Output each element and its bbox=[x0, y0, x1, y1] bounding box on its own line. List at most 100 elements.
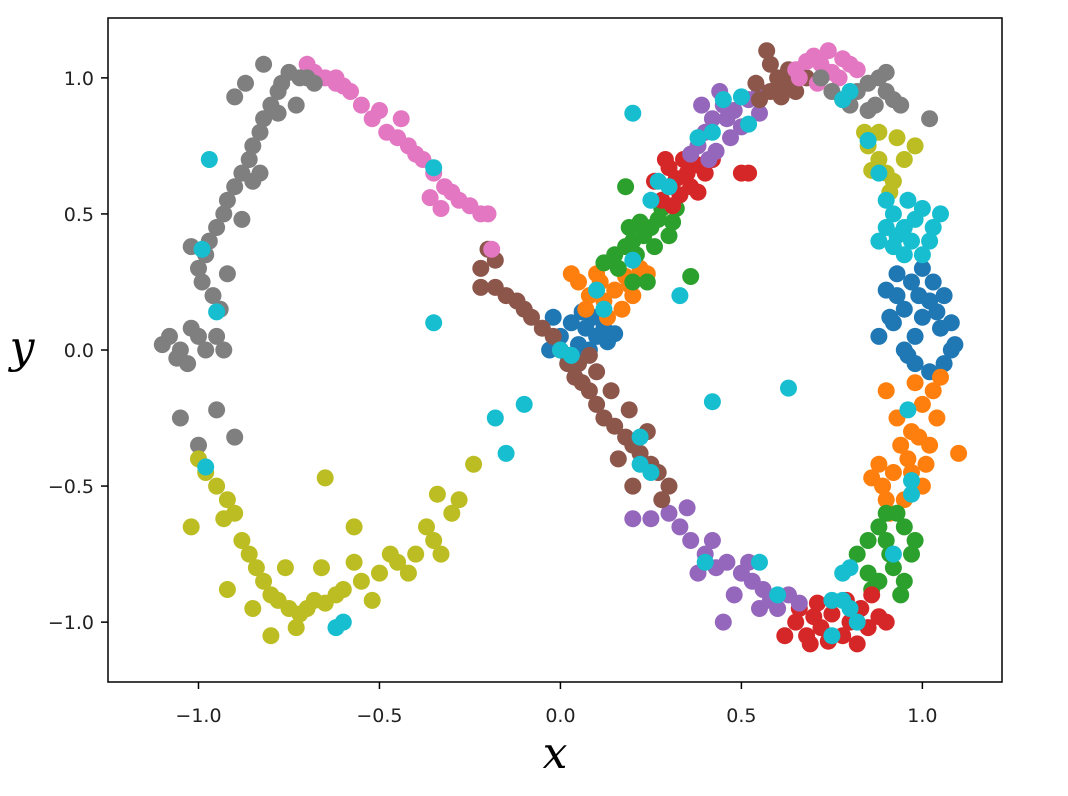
data-point bbox=[903, 273, 920, 291]
x-tick-label: 0.5 bbox=[726, 705, 756, 727]
data-point bbox=[946, 336, 964, 354]
data-point bbox=[921, 232, 939, 250]
data-point bbox=[425, 532, 443, 549]
data-point bbox=[718, 110, 736, 128]
data-point bbox=[812, 69, 830, 87]
y-tick-label: −0.5 bbox=[48, 476, 94, 498]
data-point bbox=[577, 319, 595, 337]
data-point bbox=[371, 102, 388, 119]
y-axis-ticks: −1.0 −0.5 0.0 0.5 1.0 bbox=[48, 68, 108, 634]
data-point bbox=[772, 88, 790, 106]
data-point bbox=[244, 600, 262, 617]
data-point bbox=[693, 96, 711, 114]
data-point bbox=[197, 341, 215, 359]
data-point bbox=[588, 395, 606, 413]
data-point bbox=[859, 132, 877, 149]
data-point bbox=[345, 518, 363, 536]
data-point bbox=[233, 532, 251, 549]
data-point bbox=[906, 137, 924, 155]
y-tick-label: 0.5 bbox=[64, 204, 94, 226]
data-point bbox=[200, 151, 218, 168]
data-point bbox=[830, 69, 848, 87]
x-axis-ticks: −1.0 −0.5 0.0 0.5 1.0 bbox=[175, 682, 937, 727]
x-tick-label: −1.0 bbox=[175, 705, 221, 727]
data-point bbox=[703, 532, 721, 549]
data-point bbox=[888, 265, 906, 283]
data-point bbox=[761, 55, 779, 73]
data-point bbox=[689, 129, 707, 147]
data-point bbox=[631, 455, 649, 473]
data-point bbox=[432, 200, 450, 217]
data-point bbox=[866, 96, 884, 114]
data-point bbox=[884, 238, 902, 256]
data-point bbox=[287, 619, 305, 637]
data-point bbox=[624, 477, 642, 495]
data-point bbox=[523, 308, 540, 326]
data-point bbox=[740, 115, 758, 133]
data-point bbox=[823, 627, 841, 645]
data-point bbox=[932, 368, 949, 386]
data-point bbox=[624, 251, 642, 269]
data-point bbox=[208, 327, 226, 345]
data-point bbox=[276, 559, 294, 577]
data-point bbox=[562, 314, 580, 332]
data-point bbox=[580, 382, 598, 400]
data-point bbox=[819, 42, 837, 60]
data-point bbox=[544, 308, 562, 326]
data-point bbox=[877, 532, 895, 549]
data-point bbox=[656, 151, 674, 168]
data-point bbox=[595, 300, 613, 318]
data-point bbox=[714, 613, 732, 631]
data-point bbox=[269, 104, 287, 122]
data-point bbox=[758, 42, 776, 60]
data-point bbox=[588, 281, 606, 299]
data-point bbox=[562, 346, 580, 364]
data-point bbox=[906, 532, 924, 549]
data-point bbox=[226, 178, 244, 196]
data-point bbox=[168, 349, 186, 367]
data-point bbox=[255, 110, 273, 128]
series-4 bbox=[646, 151, 895, 653]
data-point bbox=[450, 491, 468, 509]
data-point bbox=[660, 504, 678, 522]
data-point bbox=[193, 240, 211, 258]
x-axis-label: x bbox=[543, 728, 568, 779]
data-point bbox=[924, 219, 942, 236]
data-point bbox=[602, 382, 620, 400]
data-point bbox=[823, 605, 841, 623]
data-point bbox=[899, 346, 917, 364]
data-point bbox=[465, 455, 483, 473]
data-point bbox=[780, 379, 797, 397]
data-point bbox=[895, 572, 913, 590]
data-point bbox=[392, 110, 410, 128]
data-point bbox=[682, 268, 700, 285]
data-point bbox=[660, 227, 678, 245]
data-point bbox=[620, 219, 638, 236]
data-point bbox=[884, 545, 902, 563]
data-point bbox=[913, 200, 931, 217]
data-point bbox=[255, 55, 273, 73]
data-point bbox=[580, 346, 598, 364]
data-point bbox=[606, 417, 624, 435]
x-tick-label: −0.5 bbox=[356, 705, 402, 727]
data-point bbox=[399, 564, 417, 582]
data-point bbox=[877, 191, 895, 209]
data-point bbox=[877, 382, 895, 400]
data-point bbox=[888, 129, 906, 147]
data-point bbox=[218, 581, 236, 598]
data-point bbox=[218, 265, 236, 283]
data-point bbox=[197, 458, 215, 476]
data-point bbox=[801, 635, 819, 653]
data-point bbox=[751, 600, 768, 617]
data-point bbox=[287, 96, 305, 114]
data-point bbox=[899, 401, 917, 419]
data-point bbox=[240, 151, 258, 168]
data-point bbox=[305, 74, 323, 92]
data-point bbox=[874, 477, 892, 495]
data-point bbox=[707, 142, 725, 160]
data-point bbox=[208, 303, 226, 321]
data-point bbox=[425, 159, 443, 177]
data-point bbox=[877, 504, 895, 522]
